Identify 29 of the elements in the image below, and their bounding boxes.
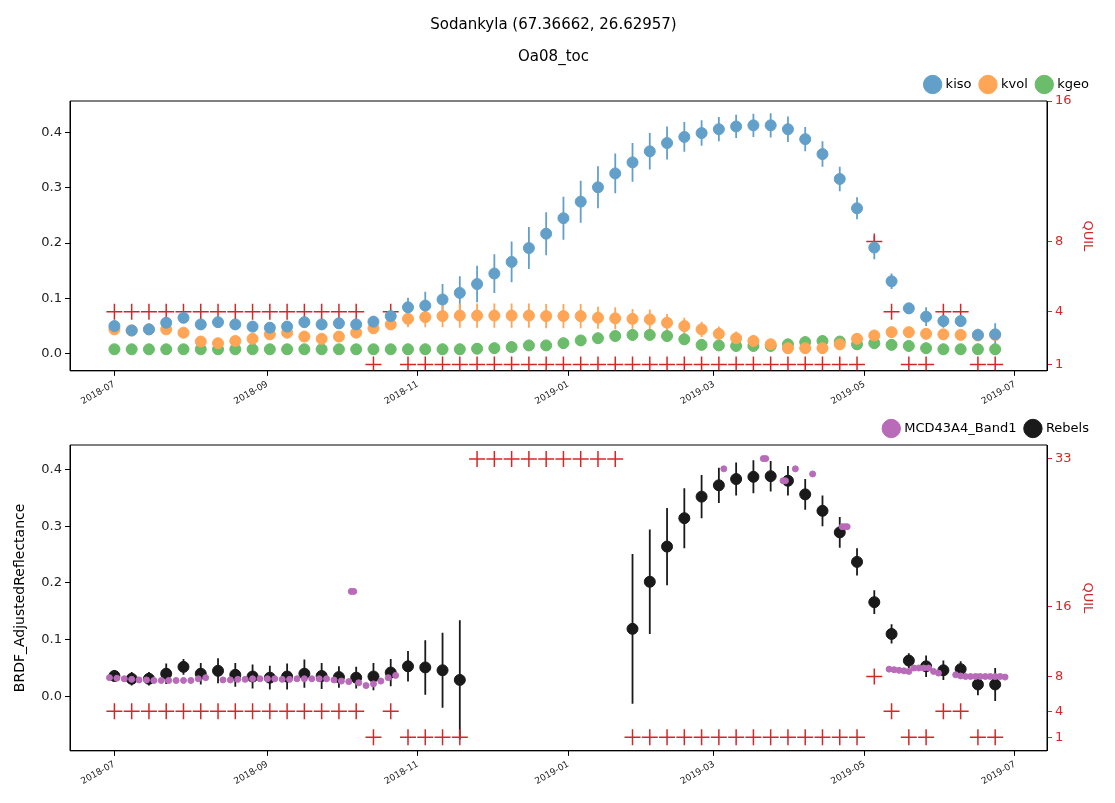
legend-label: kgeo [1057,75,1090,91]
y-tick-label: 0.2 [41,234,62,250]
y-tick-label: 0.0 [41,345,62,361]
y2-axis-title: QUIL [1080,220,1096,253]
y-tick-label: 0.2 [41,574,62,590]
chart-title: Sodankyla (67.36662, 26.62957) [430,14,677,33]
y-tick-label: 0.1 [41,631,62,646]
legend-label: Rebels [1045,419,1090,435]
y-tick-label: 0.4 [41,460,62,476]
y-tick-label: 0.3 [41,517,62,533]
y2-tick-label: 4 [1055,303,1064,319]
y-tick-label: 0.4 [41,123,62,139]
y-tick-label: 0.1 [41,289,62,305]
legend-label: kiso [945,75,972,91]
y-tick-label: 0.0 [41,687,62,703]
y2-tick-label: 4 [1055,702,1064,718]
y2-tick-label: 8 [1055,232,1064,248]
y2-tick-label: 33 [1055,450,1072,466]
y2-tick-label: 1 [1055,355,1064,371]
chart-subtitle: Oa08_toc [518,46,589,66]
legend-label: kvol [1000,75,1028,91]
y2-tick-label: 8 [1055,667,1064,683]
y2-axis-title: QUIL [1080,582,1096,615]
y2-tick-label: 1 [1055,728,1064,744]
y-axis-title: BRDF_AdjustedReflectance [11,503,28,693]
y2-tick-label: 16 [1055,598,1072,614]
legend-label: MCD43A4_Band1 [904,419,1017,435]
y-tick-label: 0.3 [41,179,62,195]
y2-tick-label: 16 [1055,92,1072,108]
